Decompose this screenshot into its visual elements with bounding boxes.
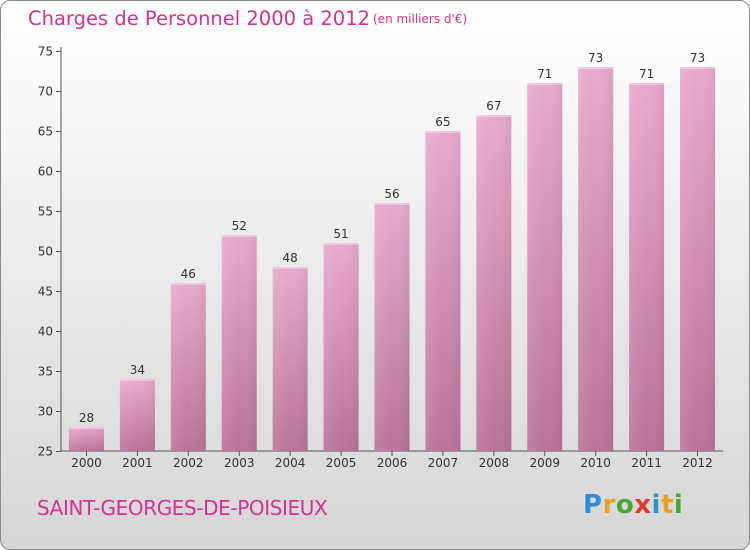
x-tick-label: 2001 xyxy=(122,456,153,470)
commune-name: SAINT-GEORGES-DE-POISIEUX xyxy=(37,496,328,520)
y-tick-label: 25 xyxy=(38,445,53,459)
bar-sheen xyxy=(578,67,614,451)
y-tick-label: 55 xyxy=(38,205,53,219)
logo-letter: P xyxy=(583,490,603,520)
bar-cap xyxy=(170,283,206,285)
y-tick-label: 70 xyxy=(38,85,53,99)
y-tick-label: 35 xyxy=(38,365,53,379)
x-tick-label: 2002 xyxy=(173,456,204,470)
y-tick-label: 75 xyxy=(38,45,53,59)
bar-sheen xyxy=(374,203,410,451)
y-tick-label: 60 xyxy=(38,165,53,179)
bar-cap xyxy=(221,235,257,237)
bar-sheen xyxy=(425,131,461,451)
proxiti-logo: Proxiti xyxy=(583,490,683,520)
bar-cap xyxy=(68,427,104,429)
bar-value-label: 28 xyxy=(79,411,94,425)
x-tick-label: 2004 xyxy=(275,456,306,470)
bar-value-label: 73 xyxy=(690,51,705,65)
logo-letter: i xyxy=(673,490,684,520)
bar-cap xyxy=(680,67,716,69)
y-tick-label: 65 xyxy=(38,125,53,139)
x-tick-label: 2005 xyxy=(326,456,357,470)
bar-sheen xyxy=(68,427,104,451)
bar-sheen xyxy=(629,83,665,451)
bar-cap xyxy=(323,243,359,245)
bar-value-label: 67 xyxy=(486,99,501,113)
bar-sheen xyxy=(119,379,155,451)
y-tick-label: 40 xyxy=(38,325,53,339)
chart-subtitle: (en milliers d'€) xyxy=(373,12,468,26)
plot-area: 25 30 35 40 45 50 55 60 65 70 75 28 2000 34 2001 46 2002… xyxy=(38,45,723,470)
bar-sheen xyxy=(323,243,359,451)
bar-cap xyxy=(272,267,308,269)
logo-letter: x xyxy=(634,490,652,520)
logo-letter: t xyxy=(660,490,674,520)
y-tick-label: 50 xyxy=(38,245,53,259)
x-tick-label: 2011 xyxy=(631,456,662,470)
y-tick-label: 45 xyxy=(38,285,53,299)
x-tick-label: 2006 xyxy=(377,456,408,470)
bar-value-label: 56 xyxy=(384,187,399,201)
logo-letter: o xyxy=(615,490,635,520)
x-tick-label: 2012 xyxy=(682,456,713,470)
bar-cap xyxy=(476,115,512,117)
x-tick-label: 2003 xyxy=(224,456,255,470)
bar-cap xyxy=(425,131,461,133)
bar-cap xyxy=(119,379,155,381)
bar-cap xyxy=(629,83,665,85)
bar-value-label: 71 xyxy=(639,67,654,81)
y-tick-label: 30 xyxy=(38,405,53,419)
chart-title: Charges de Personnel 2000 à 2012 xyxy=(28,7,371,30)
bar-cap xyxy=(527,83,563,85)
x-tick-label: 2009 xyxy=(529,456,560,470)
bar-value-label: 48 xyxy=(283,251,298,265)
bar-value-label: 73 xyxy=(588,51,603,65)
x-tick-label: 2008 xyxy=(479,456,510,470)
bar-value-label: 51 xyxy=(333,227,348,241)
bar-sheen xyxy=(476,115,512,451)
bar-value-label: 65 xyxy=(435,115,450,129)
logo-letter: i xyxy=(651,490,661,520)
bar-cap xyxy=(578,67,614,69)
bar-sheen xyxy=(680,67,716,451)
bar-value-label: 71 xyxy=(537,67,552,81)
logo-letter: r xyxy=(602,490,616,520)
bar-value-label: 46 xyxy=(181,267,196,281)
bar-value-label: 52 xyxy=(232,219,247,233)
bar-sheen xyxy=(170,283,206,451)
bar-sheen xyxy=(527,83,563,451)
bar-sheen xyxy=(272,267,308,451)
x-tick-label: 2007 xyxy=(428,456,459,470)
bar-sheen xyxy=(221,235,257,451)
bar-value-label: 34 xyxy=(130,363,145,377)
x-tick-label: 2000 xyxy=(71,456,102,470)
bar-cap xyxy=(374,203,410,205)
x-tick-label: 2010 xyxy=(580,456,611,470)
